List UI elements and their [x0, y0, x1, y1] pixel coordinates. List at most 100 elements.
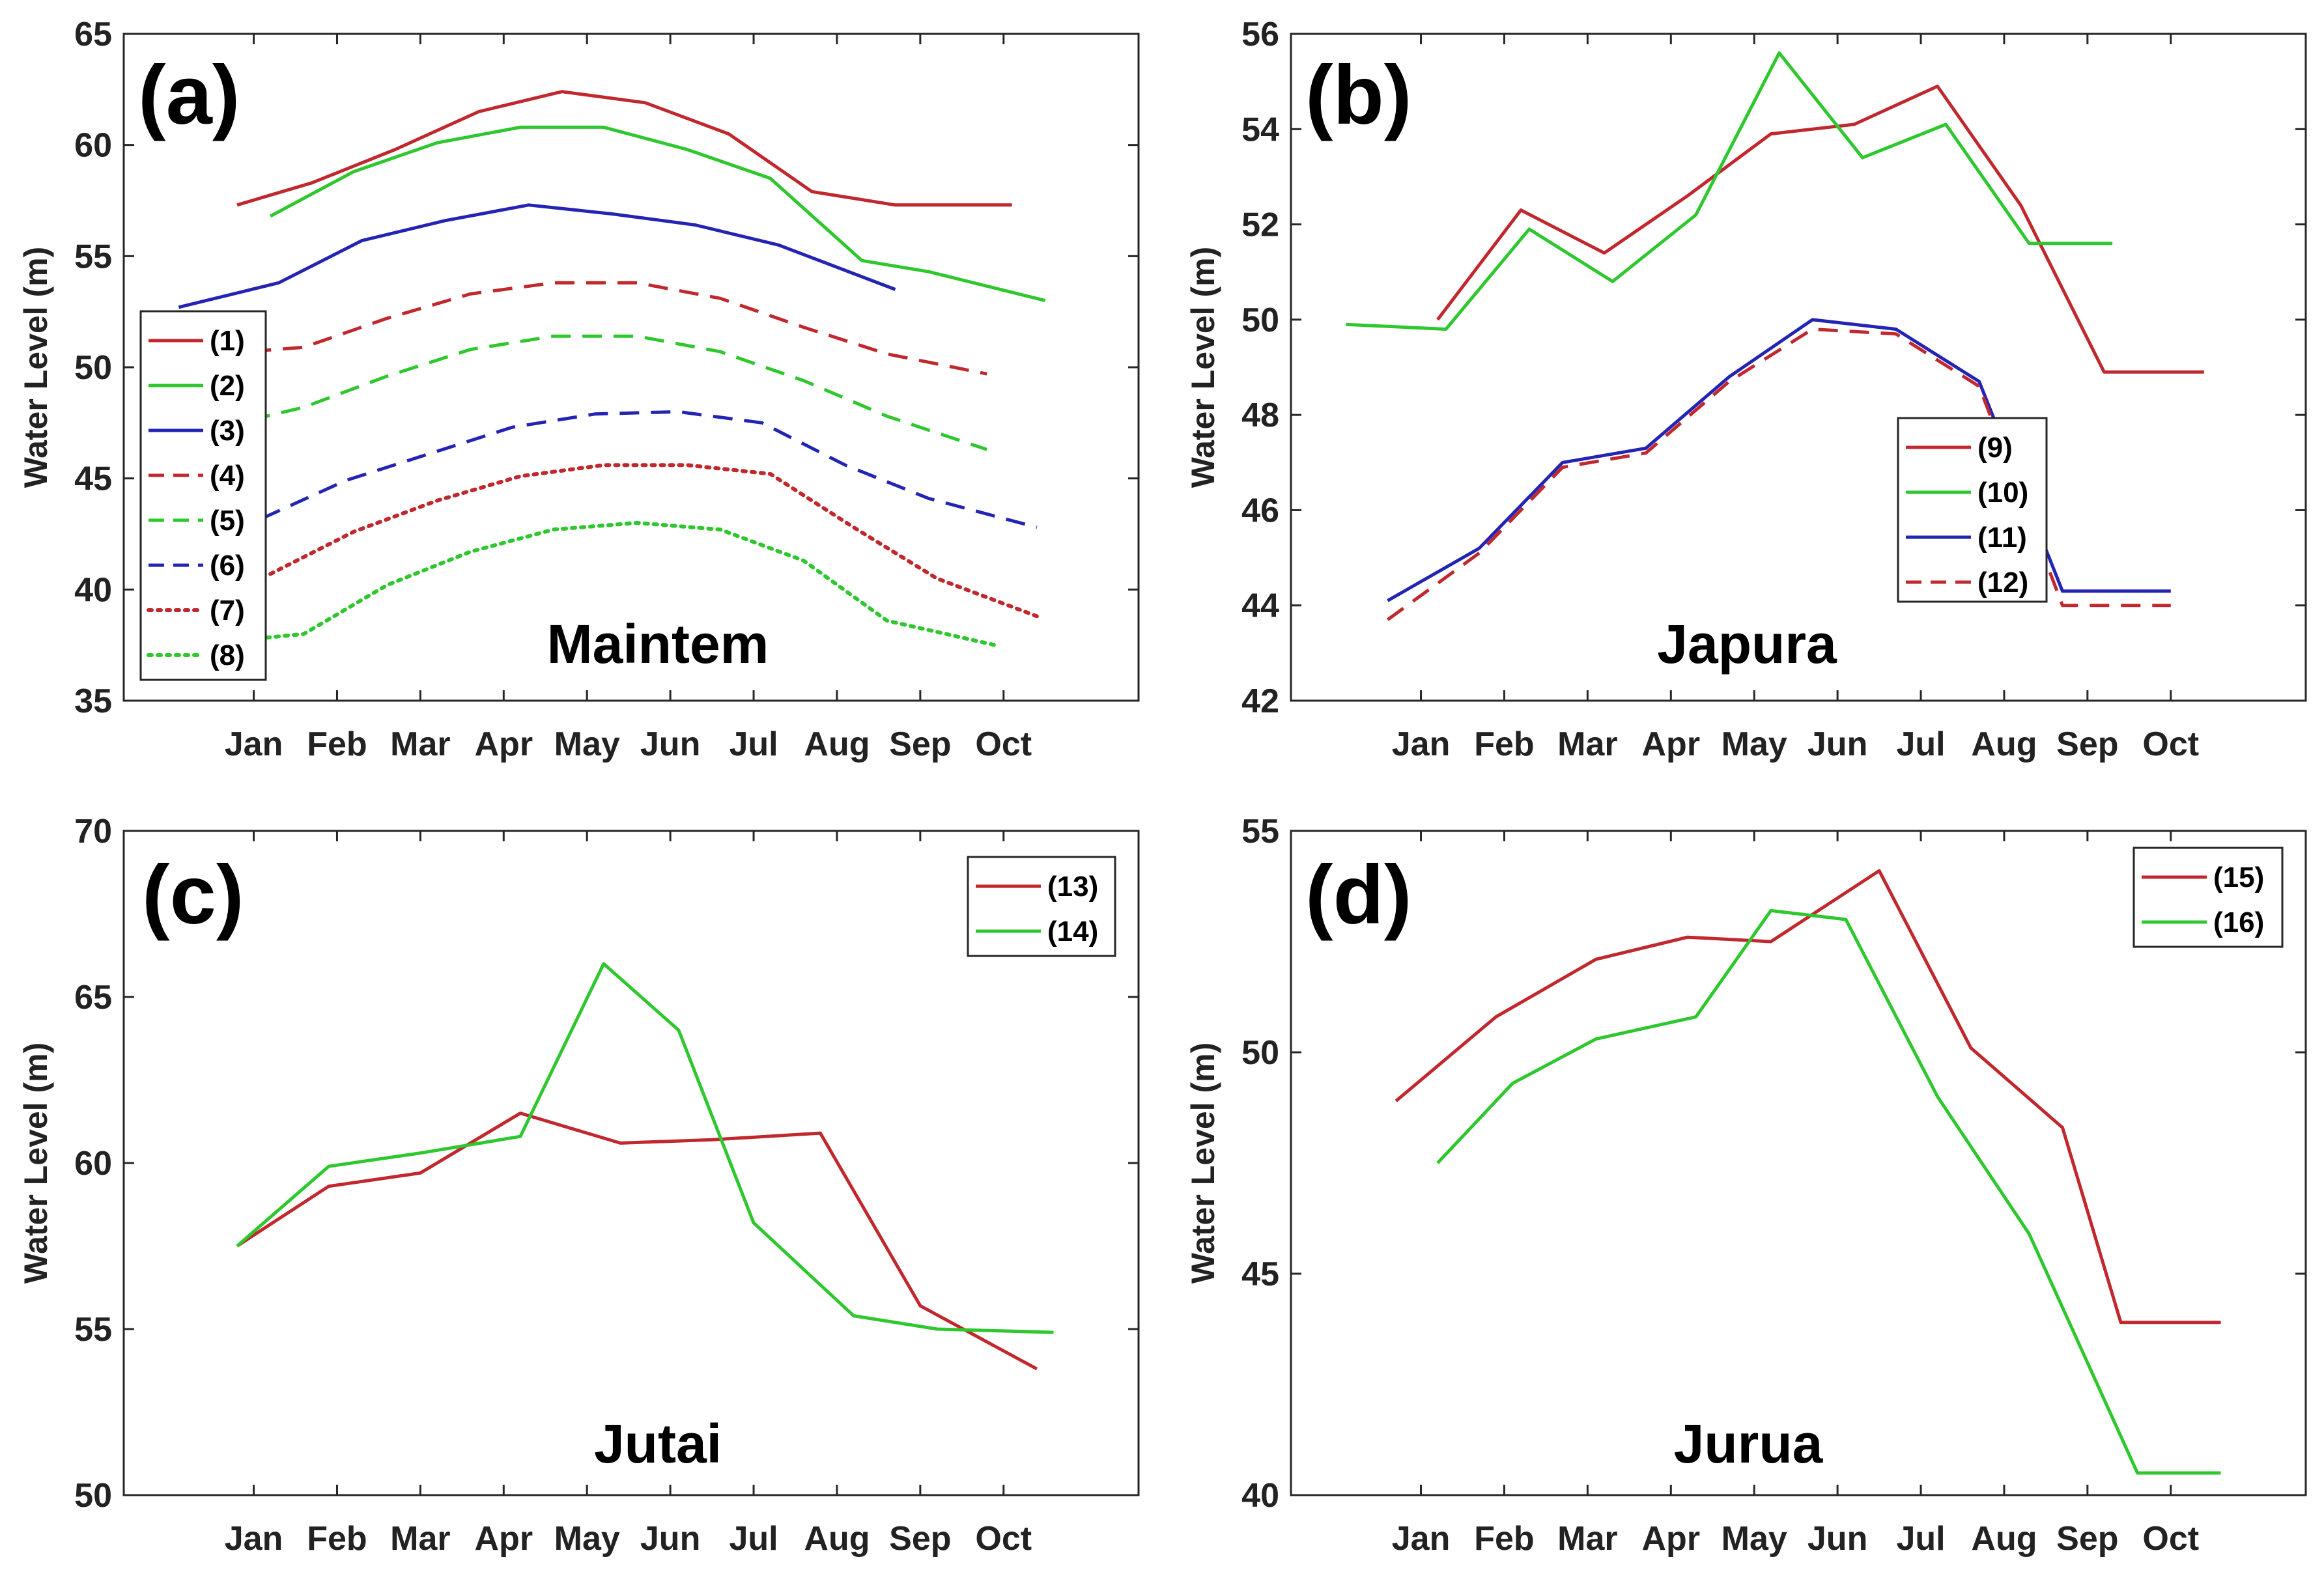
y-axis-title: Water Level (m) — [1185, 247, 1221, 488]
legend-label: (12) — [1977, 567, 2028, 598]
x-tick-label: Aug — [804, 725, 870, 763]
x-tick-label: Jul — [729, 1520, 778, 1558]
x-tick-label: Jan — [1392, 725, 1451, 763]
x-tick-label: Oct — [975, 725, 1032, 763]
y-tick-label: 54 — [1241, 111, 1279, 148]
x-tick-label: Apr — [1642, 1520, 1701, 1558]
y-tick-label: 46 — [1241, 492, 1279, 529]
series-line-4 — [220, 281, 987, 376]
y-tick-label: 65 — [74, 979, 112, 1016]
series-line-1 — [236, 90, 1012, 207]
chart-panel-a: 35 40 45 50 55 60 65 Jan Feb Mar Apr May Jun Jul Aug Se… — [18, 16, 1140, 763]
y-tick-label: 60 — [74, 127, 112, 165]
x-tick-label: Jul — [1896, 1520, 1945, 1558]
y-tick-label: 55 — [1241, 813, 1279, 850]
x-tick-label: Jun — [640, 725, 700, 763]
chart-panel-d: 40 45 50 55 Jan Feb Mar Apr May Jun Jul Aug Sep Oct Wa… — [1185, 813, 2307, 1558]
x-tick-label: Oct — [2142, 1520, 2199, 1558]
station-label: Jurua — [1674, 1413, 1824, 1474]
x-tick-label: Feb — [307, 1520, 367, 1558]
x-tick-label: Feb — [1474, 725, 1534, 763]
x-tick-label: Sep — [2056, 1520, 2118, 1558]
legend: (1) (2) (3) (4) (5) (6) (7) (8) — [139, 310, 267, 681]
chart-panel-b: 42 44 46 48 50 52 54 56 Jan Feb Mar Apr May Jun Jul Aug… — [1185, 16, 2307, 763]
legend-label: (11) — [1977, 522, 2027, 554]
x-tick-label: May — [1722, 1520, 1787, 1558]
panel-letter: (a) — [138, 49, 240, 142]
series-line-10 — [1346, 51, 2113, 331]
y-tick-label: 45 — [74, 460, 112, 498]
legend-label: (14) — [1047, 916, 1098, 947]
x-tick-label: Apr — [1642, 725, 1701, 763]
legend-label: (4) — [210, 460, 245, 492]
x-tick-label: May — [1722, 725, 1787, 763]
x-tick-label: Mar — [1557, 1520, 1617, 1558]
y-tick-label: 65 — [74, 16, 112, 53]
series-line-5 — [220, 334, 987, 451]
y-tick-label: 45 — [1241, 1255, 1279, 1293]
series-line-8 — [210, 520, 997, 647]
x-tick-label: May — [554, 1520, 620, 1558]
x-tick-label: Oct — [2142, 725, 2199, 763]
x-tick-label: Sep — [889, 725, 951, 763]
x-tick-label: Jun — [1807, 725, 1867, 763]
y-tick-label: 50 — [1241, 1034, 1279, 1072]
x-tick-label: Aug — [1971, 725, 2037, 763]
panel-letter: (b) — [1305, 49, 1411, 142]
x-tick-label: Sep — [2056, 725, 2118, 763]
x-tick-label: May — [554, 725, 620, 763]
x-tick-label: Jan — [225, 1520, 283, 1558]
station-label: Jutai — [594, 1413, 722, 1474]
series-line-16 — [1436, 908, 2221, 1475]
y-tick-label: 56 — [1241, 16, 1279, 53]
station-label: Maintem — [547, 613, 769, 675]
legend-label: (9) — [1977, 432, 2013, 464]
x-tick-label: Jan — [225, 725, 283, 763]
chart-panel-c: 50 55 60 65 70 Jan Feb Mar Apr May Jun Jul Aug Sep Oct… — [18, 813, 1140, 1558]
x-tick-label: Jul — [1896, 725, 1945, 763]
legend-box — [967, 856, 1116, 957]
legend: (13) (14) — [967, 856, 1116, 957]
legend-label: (15) — [2213, 862, 2264, 893]
plot-frame — [1290, 33, 2307, 702]
x-tick-label: Jun — [1807, 1520, 1867, 1558]
x-tick-label: Mar — [1557, 725, 1617, 763]
legend-label: (6) — [210, 550, 245, 582]
y-axis-title: Water Level (m) — [18, 247, 54, 488]
series-line-15 — [1395, 869, 2221, 1325]
legend-label: (16) — [2213, 906, 2264, 938]
x-tick-label: Jan — [1392, 1520, 1451, 1558]
series-group — [178, 90, 1046, 647]
legend-label: (5) — [210, 505, 245, 537]
x-tick-label: Jun — [640, 1520, 700, 1558]
x-tick-label: Oct — [975, 1520, 1032, 1558]
legend: (15) (16) — [2133, 847, 2284, 948]
x-tick-label: Jul — [729, 725, 778, 763]
x-tick-label: Mar — [390, 1520, 450, 1558]
legend-label: (13) — [1047, 871, 1098, 903]
legend-label: (1) — [210, 325, 245, 357]
x-tick-label: Apr — [475, 1520, 533, 1558]
y-tick-label: 50 — [74, 349, 112, 387]
station-label: Japura — [1657, 613, 1837, 675]
series-group — [1395, 869, 2221, 1475]
y-tick-label: 35 — [74, 682, 112, 720]
series-line-9 — [1436, 85, 2204, 374]
y-tick-label: 40 — [1241, 1477, 1279, 1515]
series-group — [236, 962, 1054, 1371]
x-tick-label: Feb — [307, 725, 367, 763]
y-axis-title: Water Level (m) — [1185, 1043, 1221, 1283]
legend-label: (10) — [1977, 477, 2028, 509]
series-line-7 — [268, 463, 1039, 619]
series-line-14 — [236, 962, 1054, 1334]
y-tick-label: 52 — [1241, 206, 1279, 244]
series-line-3 — [178, 203, 896, 309]
series-line-13 — [236, 1112, 1038, 1371]
legend-box — [2133, 847, 2284, 948]
x-tick-label: Feb — [1474, 1520, 1534, 1558]
y-tick-label: 55 — [74, 1311, 112, 1349]
series-line-2 — [269, 125, 1046, 303]
x-tick-label: Mar — [390, 725, 450, 763]
x-tick-label: Sep — [889, 1520, 951, 1558]
